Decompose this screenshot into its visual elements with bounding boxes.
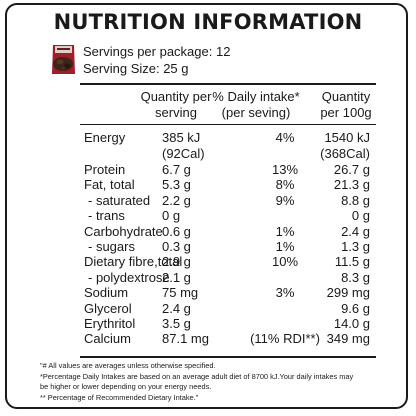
header-per-100g: Quantity per 100g — [310, 89, 382, 121]
divider — [80, 356, 376, 358]
table-row: - trans 0 g 0 g — [84, 208, 374, 224]
quantity-per-serving: 385 kJ — [162, 130, 201, 145]
daily-intake-percent: 8% — [275, 177, 295, 192]
footnote: "# All values are averages unless otherw… — [40, 361, 216, 370]
daily-intake-percent: 10% — [271, 254, 299, 269]
footnote: be higher or lower depending on your ene… — [40, 382, 212, 391]
divider — [80, 124, 376, 125]
nutrient-label: Erythritol — [84, 316, 136, 331]
page-title: NUTRITION INFORMATION — [53, 10, 363, 34]
footnote: ** Percentage of Recommended Dietary Int… — [40, 392, 199, 402]
quantity-per-serving: (92Cal) — [162, 146, 205, 161]
quantity-per-100g: 26.7 g — [333, 162, 370, 177]
quantity-per-serving: 2.1 g — [162, 270, 191, 285]
header-daily-intake: % Daily intake* (per seving) — [206, 89, 306, 121]
header-per-serving: Quantity per serving — [128, 89, 224, 121]
nutrient-label: Glycerol — [84, 301, 132, 316]
nutrient-label: - polydextrose — [88, 270, 170, 285]
header-per-serving-line1: Quantity per — [140, 89, 212, 104]
servings-per-package: Servings per package: 12 — [83, 44, 231, 59]
quantity-per-100g: 1.3 g — [341, 239, 370, 254]
header-per-100g-line2: per 100g — [320, 105, 372, 120]
nutrient-label: - saturated — [88, 193, 151, 208]
table-row: (92Cal) (368Cal) — [84, 146, 374, 162]
nutrient-label: Fat, total — [84, 177, 135, 192]
quantity-per-serving: 2.2 g — [162, 193, 191, 208]
table-row: Calcium 87.1 mg (11% RDI**) 349 mg — [84, 331, 374, 347]
footnote: *Percentage Daily Intakes are based on a… — [40, 371, 354, 381]
quantity-per-serving: 75 mg — [162, 285, 199, 300]
quantity-per-serving: 3.5 g — [162, 316, 191, 331]
quantity-per-100g: 299 mg — [326, 285, 370, 300]
quantity-per-100g: 2.4 g — [341, 224, 370, 239]
product-pack-image — [52, 45, 75, 74]
table-row: Fat, total 5.3 g 8% 21.3 g — [84, 177, 374, 193]
quantity-per-100g: 11.5 g — [334, 254, 370, 269]
quantity-per-100g: 8.8 g — [341, 193, 370, 208]
daily-intake-percent: 13% — [271, 162, 299, 177]
quantity-per-100g: (368Cal) — [320, 146, 370, 161]
quantity-per-serving: 87.1 mg — [162, 331, 209, 346]
nutrient-label: Protein — [84, 162, 126, 177]
daily-intake-percent: 1% — [275, 239, 295, 254]
daily-intake-percent: 9% — [275, 193, 295, 208]
footnotes: "# All values are averages unless otherw… — [40, 361, 390, 403]
nutrient-label: - trans — [88, 208, 125, 223]
quantity-per-100g: 9.6 g — [341, 301, 370, 316]
table-row: - polydextrose 2.1 g 8.3 g — [84, 270, 374, 286]
nutrition-panel — [5, 3, 408, 409]
header-per-serving-line2: serving — [155, 105, 197, 120]
divider — [80, 83, 376, 85]
serving-size: Serving Size: 25 g — [83, 61, 189, 76]
quantity-per-100g: 14.0 g — [333, 316, 370, 331]
servings-info: Servings per package: 12 Serving Size: 2… — [83, 43, 230, 77]
quantity-per-serving: 0 g — [162, 208, 181, 223]
daily-intake-percent: 4% — [275, 130, 295, 145]
daily-intake-percent: (11% RDI**) — [250, 331, 320, 346]
quantity-per-serving: 0.6 g — [162, 224, 191, 239]
table-row: Carbohydrate 0.6 g 1% 2.4 g — [84, 224, 374, 240]
quantity-per-100g: 0 g — [351, 208, 370, 223]
nutrient-label: Dietary fibre,total — [84, 254, 183, 269]
daily-intake-percent: 1% — [275, 224, 295, 239]
table-row: - sugars 0.3 g 1% 1.3 g — [84, 239, 374, 255]
header-daily-intake-line1: % Daily intake* — [212, 89, 300, 104]
nutrient-label: Calcium — [84, 331, 131, 346]
table-row: Energy 385 kJ 4% 1540 kJ — [84, 130, 374, 146]
quantity-per-100g: 349 mg — [326, 331, 370, 346]
quantity-per-100g: 1540 kJ — [324, 130, 370, 145]
header-daily-intake-line2: (per seving) — [221, 105, 291, 120]
quantity-per-100g: 21.3 g — [333, 177, 370, 192]
quantity-per-serving: 0.3 g — [162, 239, 191, 254]
table-row: Sodium 75 mg 3% 299 mg — [84, 285, 374, 301]
table-row: - saturated 2.2 g 9% 8.8 g — [84, 193, 374, 209]
quantity-per-100g: 8.3 g — [341, 270, 370, 285]
table-row: Dietary fibre,total 2.9 g 10% 11.5 g — [84, 254, 374, 270]
nutrient-label: Sodium — [84, 285, 129, 300]
table-row: Glycerol 2.4 g 9.6 g — [84, 301, 374, 317]
quantity-per-serving: 5.3 g — [162, 177, 191, 192]
daily-intake-percent: 3% — [275, 285, 295, 300]
table-row: Protein 6.7 g 13% 26.7 g — [84, 162, 374, 178]
nutrient-label: Carbohydrate — [84, 224, 163, 239]
table-row: Erythritol 3.5 g 14.0 g — [84, 316, 374, 332]
nutrient-label: - sugars — [88, 239, 135, 254]
quantity-per-serving: 2.9 g — [162, 254, 191, 269]
quantity-per-serving: 2.4 g — [162, 301, 191, 316]
nutrient-label: Energy — [84, 130, 126, 145]
header-per-100g-line1: Quantity — [321, 89, 371, 104]
quantity-per-serving: 6.7 g — [162, 162, 191, 177]
